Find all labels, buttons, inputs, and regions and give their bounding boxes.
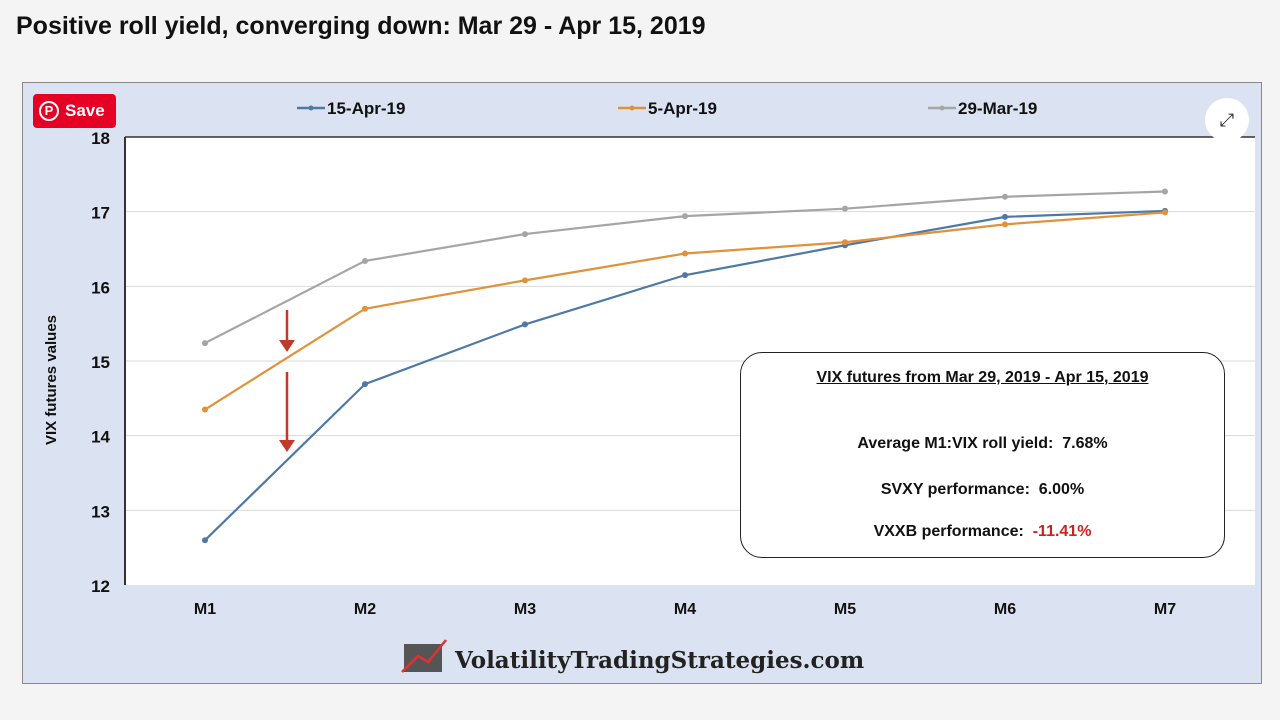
pinterest-icon: P — [39, 101, 59, 121]
data-point — [1002, 193, 1008, 200]
x-tick-label: M4 — [674, 601, 696, 618]
x-tick-label: M6 — [994, 601, 1016, 618]
data-point — [1002, 221, 1008, 228]
x-tick-label: M2 — [354, 601, 376, 618]
legend-marker — [939, 105, 945, 111]
data-point — [362, 257, 368, 264]
x-tick-label: M5 — [834, 601, 856, 618]
legend-marker — [308, 105, 314, 111]
data-point — [682, 250, 688, 257]
vxxb-label: VXXB performance: — [873, 523, 1024, 540]
vxxb-line: VXXB performance: -11.41% — [741, 523, 1224, 541]
data-point — [1002, 213, 1008, 220]
x-tick-label: M3 — [514, 601, 536, 618]
y-tick-label: 17 — [91, 204, 110, 223]
data-point — [682, 213, 688, 220]
roll-yield-value: 7.68% — [1062, 435, 1108, 452]
roll-yield-label: Average M1:VIX roll yield: — [857, 435, 1054, 452]
svxy-line: SVXY performance: 6.00% — [741, 481, 1224, 499]
legend-marker — [629, 105, 635, 111]
data-point — [202, 537, 208, 544]
data-point — [682, 272, 688, 279]
expand-icon: ⤢ — [1219, 110, 1235, 130]
watermark-text: VolatilityTradingStrategies.com — [454, 647, 864, 674]
data-point — [522, 277, 528, 284]
svxy-label: SVXY performance: — [880, 481, 1030, 498]
save-label: Save — [65, 101, 105, 120]
save-button[interactable]: P Save — [33, 94, 116, 128]
data-point — [362, 381, 368, 388]
arrow-head — [279, 340, 295, 352]
legend-label: 15-Apr-19 — [327, 99, 405, 118]
y-tick-label: 15 — [91, 353, 110, 372]
y-axis-label: VIX futures values — [43, 315, 60, 445]
data-point — [522, 231, 528, 238]
annotation-box: VIX futures from Mar 29, 2019 - Apr 15, … — [740, 352, 1225, 558]
svxy-value: 6.00% — [1038, 481, 1085, 498]
y-tick-label: 14 — [91, 428, 110, 447]
data-point — [202, 340, 208, 347]
data-point — [522, 321, 528, 328]
legend-label: 5-Apr-19 — [648, 99, 717, 118]
y-tick-label: 18 — [91, 129, 110, 148]
annotation-heading: VIX futures from Mar 29, 2019 - Apr 15, … — [816, 369, 1149, 386]
x-tick-label: M1 — [194, 601, 216, 618]
arrow-head — [279, 440, 295, 452]
chart-logo-arrow — [401, 639, 447, 673]
y-tick-label: 16 — [91, 278, 110, 297]
page-title: Positive roll yield, converging down: Ma… — [16, 12, 706, 40]
data-point — [842, 239, 848, 246]
data-point — [202, 406, 208, 413]
y-tick-label: 12 — [91, 577, 110, 596]
data-point — [1162, 209, 1168, 216]
data-point — [1162, 188, 1168, 195]
data-point — [842, 205, 848, 212]
data-point — [362, 305, 368, 312]
roll-yield-line: Average M1:VIX roll yield: 7.68% — [741, 435, 1224, 453]
x-tick-label: M7 — [1154, 601, 1176, 618]
vxxb-value: -11.41% — [1032, 523, 1092, 540]
expand-button[interactable]: ⤢ — [1205, 98, 1249, 142]
y-tick-label: 13 — [91, 502, 110, 521]
legend-label: 29-Mar-19 — [958, 99, 1037, 118]
